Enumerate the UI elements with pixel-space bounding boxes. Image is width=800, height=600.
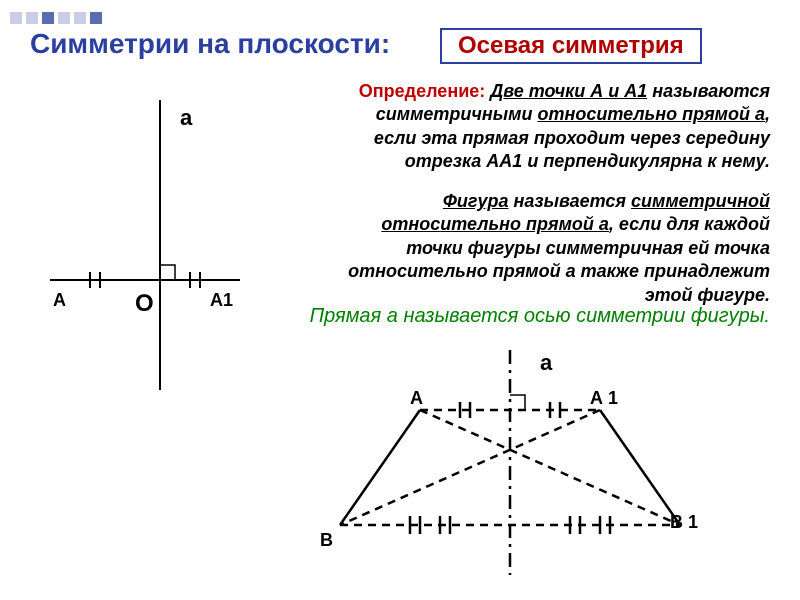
topic-badge: Осевая симметрия <box>440 28 702 64</box>
def-text: если эта прямая проходит через середину <box>374 128 770 148</box>
definition-2: Фигура называется симметричной относител… <box>270 190 770 307</box>
def-text: относительно прямой а <box>537 104 765 124</box>
def-text: этой фигуре. <box>645 285 770 305</box>
bullet <box>90 12 102 24</box>
def-text: называются <box>647 81 770 101</box>
bullet <box>26 12 38 24</box>
diagram-svg <box>300 350 720 590</box>
definition-1: Определение: Две точки А и А1 называются… <box>270 80 770 174</box>
bullet <box>42 12 54 24</box>
def-text: относительно прямой а <box>381 214 609 234</box>
def-text: , если для каждой <box>609 214 770 234</box>
def-text: называется <box>509 191 631 211</box>
bullet <box>58 12 70 24</box>
def-text: , <box>765 104 770 124</box>
def-prefix: Определение: <box>359 81 485 101</box>
bullet <box>10 12 22 24</box>
def-text: симметричной <box>631 191 770 211</box>
diagram-axial-figure: аАА 1ВВ 1 <box>300 350 720 590</box>
bullet <box>74 12 86 24</box>
def-text: относительно прямой а также принадлежит <box>348 261 770 281</box>
axis-note: Прямая а называется осью симметрии фигур… <box>270 305 770 328</box>
diagram-axial-point: аАА1О <box>30 90 260 400</box>
def-text: точки фигуры симметричная ей точка <box>406 238 770 258</box>
def-text: отрезка АА1 и перпендикулярна к нему. <box>405 151 770 171</box>
def-text: симметричными <box>376 104 538 124</box>
diagram-svg <box>30 90 260 400</box>
page-title: Симметрии на плоскости: <box>30 28 390 60</box>
def-text: Две точки А и А1 <box>490 81 647 101</box>
decorative-bullets <box>10 12 102 24</box>
def-text: Фигура <box>443 191 509 211</box>
